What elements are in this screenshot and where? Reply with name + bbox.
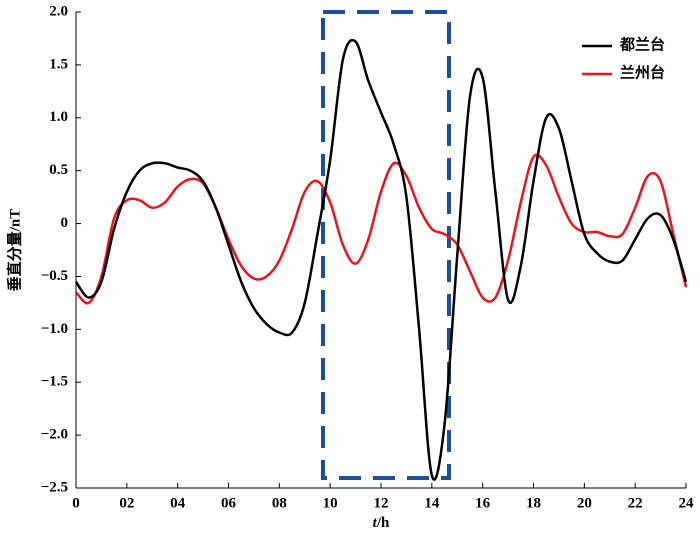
y-tick-label: −2.5 (41, 479, 68, 495)
x-axis-label-italic: t (373, 515, 378, 531)
legend-label: 都兰台 (619, 35, 665, 53)
x-tick-label: 08 (272, 495, 287, 511)
x-tick-label: 14 (424, 495, 440, 511)
x-tick-label: 16 (475, 495, 491, 511)
x-tick-label: 02 (119, 495, 134, 511)
y-axis-label: 垂直分量/nT (5, 209, 23, 292)
legend-label: 兰州台 (620, 63, 665, 81)
x-tick-label: 0 (72, 495, 80, 511)
line-series (74, 38, 688, 481)
x-axis-label: t/h (373, 515, 390, 531)
y-tick-label: 0 (61, 215, 69, 231)
y-tick-label: 2.0 (49, 3, 68, 19)
y-tick-label: −2.0 (41, 427, 68, 443)
x-tick-label: 06 (221, 495, 237, 511)
y-tick-label: 0.5 (49, 162, 68, 178)
x-tick-label: 04 (170, 495, 186, 511)
x-tick-label: 12 (374, 495, 389, 511)
highlight-box (321, 10, 451, 480)
x-axis-label-unit: /h (376, 515, 390, 531)
x-tick-label: 24 (679, 495, 695, 511)
y-tick-label: 1.5 (49, 56, 68, 72)
x-tick-label: 20 (577, 495, 592, 511)
line-series (75, 153, 688, 305)
y-tick-label: −1.0 (41, 321, 68, 337)
x-tick-label: 18 (526, 495, 541, 511)
x-tick-label: 22 (628, 495, 643, 511)
x-tick-label: 10 (323, 495, 338, 511)
y-tick-label: −0.5 (41, 268, 68, 284)
y-tick-label: −1.5 (41, 374, 68, 390)
y-tick-label: 1.0 (49, 109, 68, 125)
